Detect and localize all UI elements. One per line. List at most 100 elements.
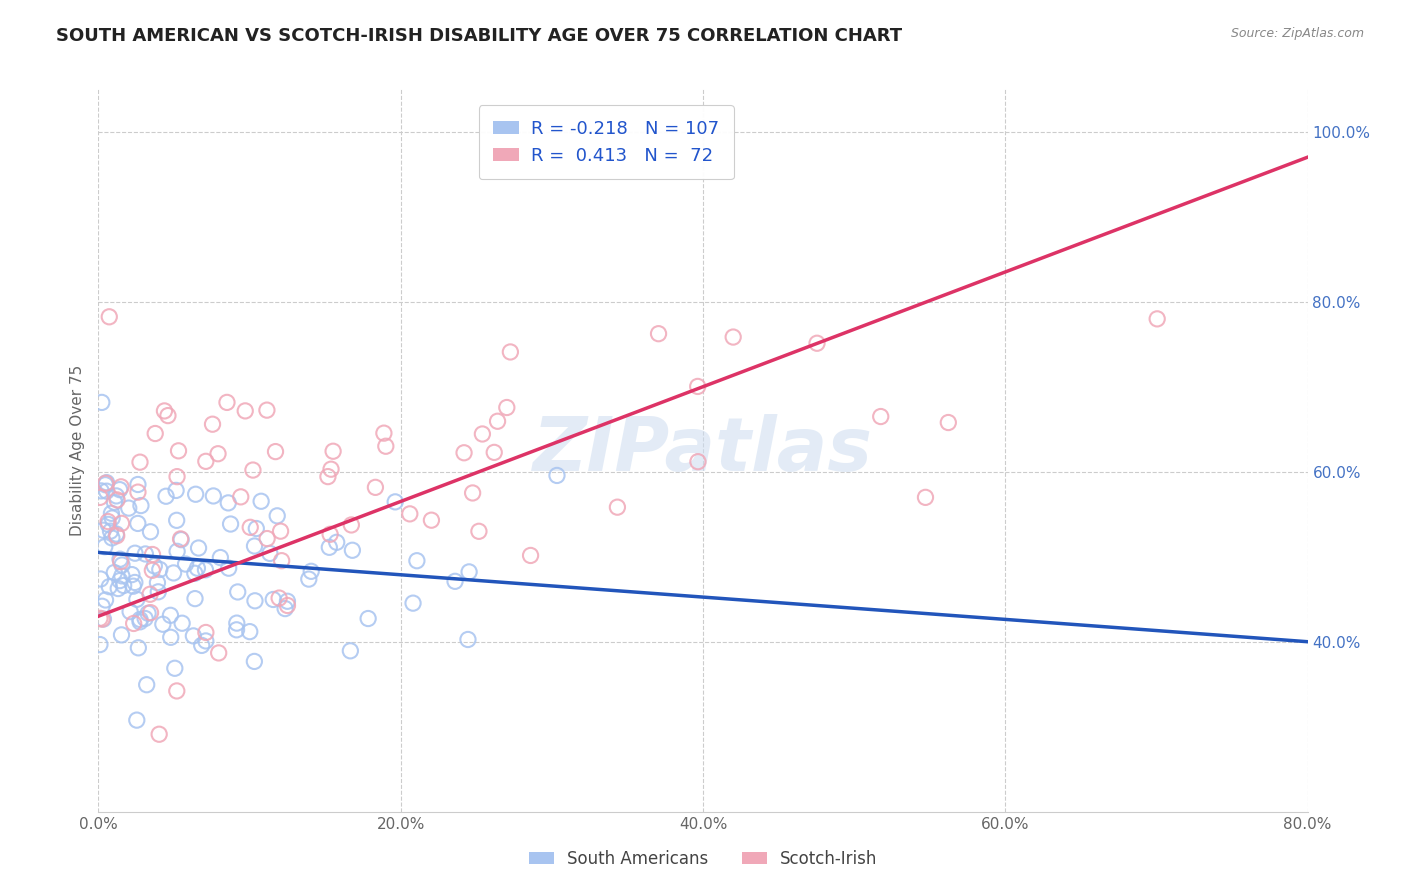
Point [374,439,396,453]
Point [202,489,225,503]
Point [274,601,297,615]
Point [184,591,207,606]
Point [166,544,188,558]
Point [606,500,628,515]
Point [159,630,181,644]
Point [342,543,364,558]
Point [319,527,342,541]
Point [111,569,134,583]
Point [190,639,212,653]
Point [129,613,152,627]
Point [186,561,208,575]
Point [647,326,669,341]
Point [266,508,288,523]
Point [94,477,117,491]
Point [184,487,207,501]
Point [172,616,194,631]
Point [194,563,217,577]
Point [166,684,188,698]
Point [89,638,111,652]
Point [120,605,142,619]
Point [129,615,152,629]
Point [461,486,484,500]
Point [139,587,162,601]
Point [100,506,122,520]
Point [127,516,149,531]
Point [262,592,284,607]
Point [406,554,429,568]
Point [499,345,522,359]
Point [239,520,262,534]
Point [183,629,205,643]
Point [148,727,170,741]
Point [194,454,217,468]
Point [139,606,162,620]
Point [94,540,117,554]
Point [91,523,114,537]
Point [299,564,322,578]
Point [169,532,191,546]
Point [184,566,207,581]
Point [170,533,193,547]
Point [159,608,181,623]
Point [398,507,420,521]
Point [124,546,146,560]
Point [276,599,298,613]
Point [468,524,491,539]
Point [519,549,541,563]
Point [201,417,224,432]
Point [103,495,125,509]
Point [325,535,347,549]
Point [243,594,266,608]
Y-axis label: Disability Age Over 75: Disability Age Over 75 [69,365,84,536]
Point [420,513,443,527]
Point [219,516,242,531]
Point [136,607,159,621]
Point [250,494,273,508]
Point [166,469,188,483]
Point [339,644,361,658]
Point [453,446,475,460]
Point [298,572,321,586]
Point [264,444,287,458]
Point [458,565,481,579]
Point [936,416,959,430]
Point [152,617,174,632]
Point [121,567,143,582]
Point [357,611,380,625]
Point [165,483,187,498]
Point [208,646,231,660]
Point [276,594,298,608]
Point [91,599,114,614]
Point [217,496,239,510]
Point [148,584,170,599]
Point [146,575,169,590]
Point [316,469,339,483]
Point [166,513,188,527]
Point [105,489,128,503]
Point [194,634,217,648]
Point [97,517,120,532]
Point [259,546,281,560]
Point [226,585,249,599]
Point [110,628,132,642]
Point [110,480,132,494]
Point [122,616,145,631]
Point [90,483,112,498]
Point [134,611,156,625]
Point [402,596,425,610]
Point [174,557,197,571]
Point [129,499,152,513]
Point [94,593,117,607]
Point [110,516,132,531]
Point [914,491,936,505]
Point [486,414,509,428]
Point [187,541,209,555]
Point [167,443,190,458]
Point [105,527,128,541]
Point [112,578,135,592]
Point [194,625,217,640]
Point [101,531,124,545]
Point [103,566,125,580]
Point [457,632,479,647]
